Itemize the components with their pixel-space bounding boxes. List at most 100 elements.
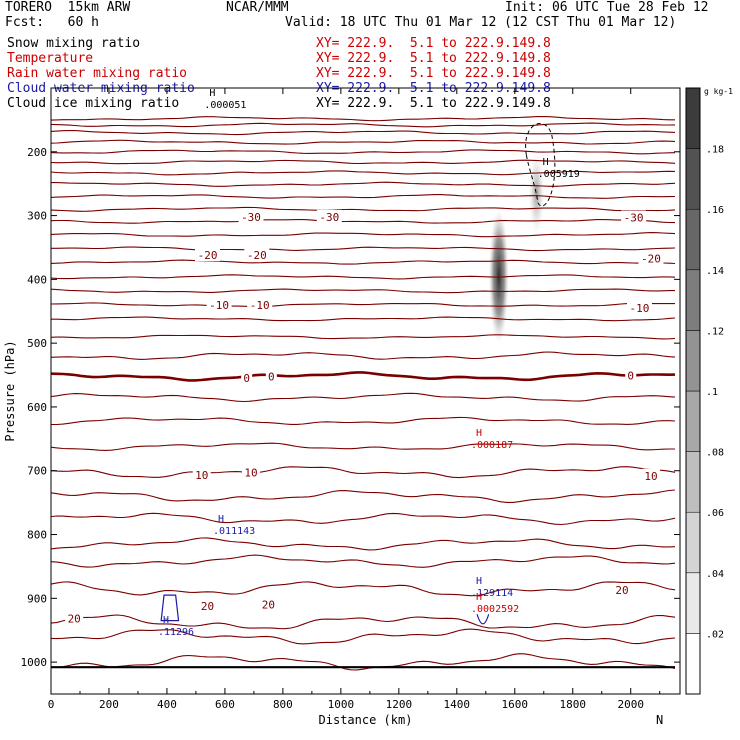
field-label-temperature: Temperature	[7, 51, 94, 66]
isotherm-label: -10	[250, 299, 270, 312]
north-label: N	[656, 713, 663, 727]
x-tick-label: 1600	[502, 698, 529, 711]
isotherm-line-10	[51, 416, 676, 426]
colorbar-segment	[685, 511, 701, 574]
isotherm-line-16	[51, 302, 675, 308]
y-tick-label: 700	[27, 465, 47, 478]
isotherm-label: -30	[241, 211, 261, 224]
isotherm-label-bg	[613, 583, 632, 597]
isotherm-label: 20	[615, 584, 628, 597]
isotherm-label-bg	[621, 210, 647, 224]
isotherm-label: -10	[209, 299, 229, 312]
isotherm-line-30	[51, 130, 676, 136]
field-xy-cloud-ice: XY= 222.9. 5.1 to 222.9.149.8	[316, 96, 551, 111]
cloud-ice-contour	[525, 123, 556, 207]
colorbar-segment	[685, 572, 701, 634]
colorbar-tick-label: .14	[706, 266, 724, 277]
isotherm-label: 20	[201, 600, 214, 613]
isotherm-line-15	[51, 316, 676, 322]
y-tick-label: 400	[27, 273, 47, 286]
colorbar-tick-label: .18	[706, 145, 724, 156]
isotherm-label-bg	[247, 297, 273, 311]
isotherm-line-32	[51, 116, 675, 122]
colorbar-segment	[685, 148, 701, 210]
isotherm-label: 10	[244, 467, 257, 480]
field-label-rain: Rain water mixing ratio	[7, 66, 188, 81]
y-tick-label: 600	[27, 401, 47, 414]
y-tick-label: 900	[27, 592, 47, 605]
isotherm-label: 0	[627, 370, 634, 383]
valid-time: Valid: 18 UTC Thu 01 Mar 12 (12 CST Thu …	[285, 15, 677, 30]
isotherm-line-11	[51, 392, 676, 403]
isotherm-line-13	[51, 351, 676, 360]
colorbar-tick-label: .08	[706, 448, 724, 459]
extrema-mark: H	[476, 428, 482, 439]
x-tick-label: 400	[157, 698, 177, 711]
isotherm-line-8	[51, 466, 676, 479]
isotherm-label-bg	[638, 251, 664, 265]
x-tick-label: 600	[215, 698, 235, 711]
isotherm-label: -30	[624, 211, 644, 224]
isotherm-line-3	[51, 581, 676, 597]
extrema-value: .011143	[213, 526, 255, 537]
isotherm-label: 20	[68, 613, 81, 626]
isotherm-line-28	[51, 149, 676, 155]
isotherm-line-29	[51, 139, 676, 145]
extrema-mark: H	[163, 615, 169, 626]
isotherm-line-27	[51, 159, 676, 165]
y-tick-label: 800	[27, 529, 47, 542]
colorbar-frame	[685, 87, 701, 695]
extrema-mark: H	[209, 88, 215, 99]
isotherm-label: 0	[268, 370, 275, 383]
y-axis-label: Pressure (hPa)	[3, 340, 17, 441]
isotherm-label: -20	[198, 249, 218, 262]
extrema-mark: H	[218, 514, 224, 525]
extrema-value: .000051	[204, 100, 246, 111]
x-tick-label: 2000	[617, 698, 644, 711]
isotherm-line-20	[51, 246, 676, 252]
colorbar-tick-label: .1	[706, 387, 718, 398]
isotherm-label-bg	[642, 468, 661, 482]
y-tick-label: 200	[27, 146, 47, 159]
plot-frame	[50, 87, 681, 695]
x-tick-label: 800	[273, 698, 293, 711]
field-xy-rain: XY= 222.9. 5.1 to 222.9.149.8	[316, 66, 551, 81]
field-label-snow: Snow mixing ratio	[7, 36, 141, 51]
x-tick-label: 1800	[560, 698, 587, 711]
x-tick-label: 0	[48, 698, 55, 711]
isotherm-label: -10	[629, 302, 649, 315]
colorbar-segment	[685, 87, 701, 149]
y-tick-label: 500	[27, 337, 47, 350]
isotherm-label-bg	[265, 369, 277, 383]
field-xy-snow: XY= 222.9. 5.1 to 222.9.149.8	[316, 36, 551, 51]
isotherm-line-25	[51, 181, 676, 187]
isotherm-label: -20	[247, 249, 267, 262]
isotherm-label-bg	[625, 368, 637, 382]
isotherm-label-bg	[241, 371, 253, 385]
isotherm-line-1	[51, 628, 676, 645]
isotherm-label-bg	[206, 297, 232, 311]
colorbar-tick-label: .12	[706, 326, 724, 337]
isotherm-line-23	[51, 206, 676, 212]
isotherm-label: 0	[243, 372, 250, 385]
colorbar-tick-label: .04	[706, 569, 724, 580]
isotherm-label-bg	[626, 301, 652, 315]
isotherm-label: -20	[641, 252, 661, 265]
init-time: Init: 06 UTC Tue 28 Feb 12	[505, 0, 709, 15]
extrema-value: .129114	[471, 588, 513, 599]
extrema-mark: H	[543, 157, 549, 168]
isotherm-line-2	[51, 614, 676, 630]
extrema-value: .000187	[471, 440, 513, 451]
x-tick-label: 1000	[328, 698, 355, 711]
colorbar-tick-label: .16	[706, 205, 724, 216]
isotherm-line-5	[51, 537, 676, 551]
isotherm-line-26	[51, 170, 676, 176]
isotherm-label-bg	[242, 465, 261, 479]
isotherm-label-bg	[238, 209, 264, 223]
field-xy-temperature: XY= 222.9. 5.1 to 222.9.149.8	[316, 51, 551, 66]
isotherm-label-bg	[192, 468, 211, 482]
isotherm-line-9	[51, 442, 675, 451]
isotherm-line-21	[51, 232, 676, 238]
isotherm-line-0	[51, 653, 676, 671]
extrema-mark: H	[476, 592, 482, 603]
